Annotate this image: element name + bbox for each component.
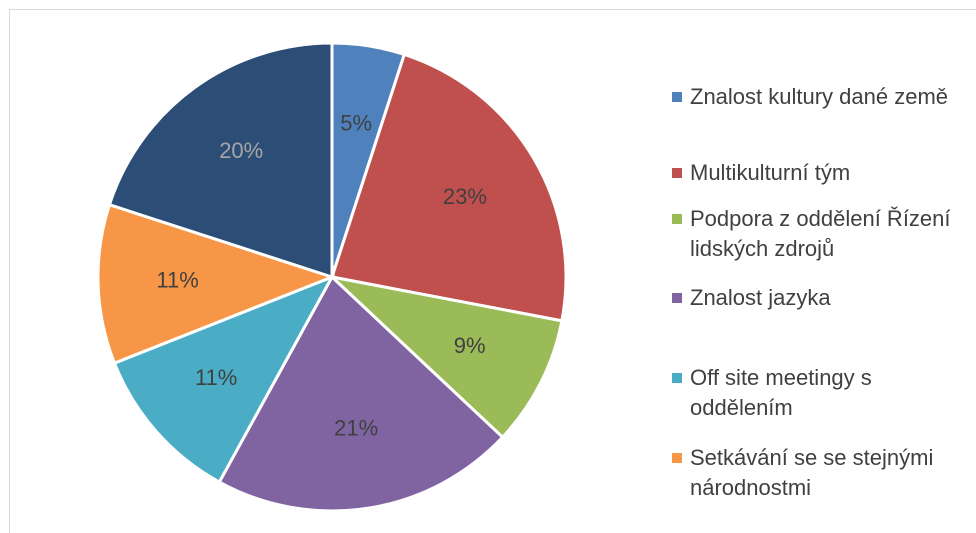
data-label: 9% [454,333,486,358]
pie-slice [330,52,568,323]
data-label: 23% [443,184,487,209]
legend-label: Znalost kultury dané země [690,84,949,109]
data-label: 11% [156,268,198,293]
legend-label: Multikulturní tým [690,160,851,185]
legend-label: Znalost jazyka [690,285,831,310]
legend-swatch [672,373,682,383]
legend-label: Podpora z oddělení Řízení lidských zdroj… [690,206,951,261]
pie-slice [107,41,334,280]
legend-swatch [672,453,682,463]
pie-slice [327,274,564,440]
legend-item: Multikulturní tým [672,158,962,188]
data-label: 21% [334,415,378,440]
pie-slice [217,274,505,513]
data-label: 20% [219,138,263,163]
data-label: 5% [340,110,372,135]
legend-item: Znalost kultury dané země [672,82,962,112]
chart-border [9,9,976,533]
legend-item: Setkávání se se stejnými národnostmi [672,443,962,503]
legend-swatch [672,214,682,224]
legend-item: Podpora z oddělení Řízení lidských zdroj… [672,204,962,264]
legend-item: Znalost jazyka [672,283,962,313]
legend-swatch [672,293,682,303]
legend-item: Off site meetingy s oddělením [672,363,962,423]
legend-swatch [672,92,682,102]
pie-slice [112,274,336,485]
legend-swatch [672,168,682,178]
pie-slice [96,202,337,366]
legend-label: Off site meetingy s oddělením [690,365,872,420]
data-label: 11% [195,365,237,390]
legend-label: Setkávání se se stejnými národnostmi [690,445,934,500]
